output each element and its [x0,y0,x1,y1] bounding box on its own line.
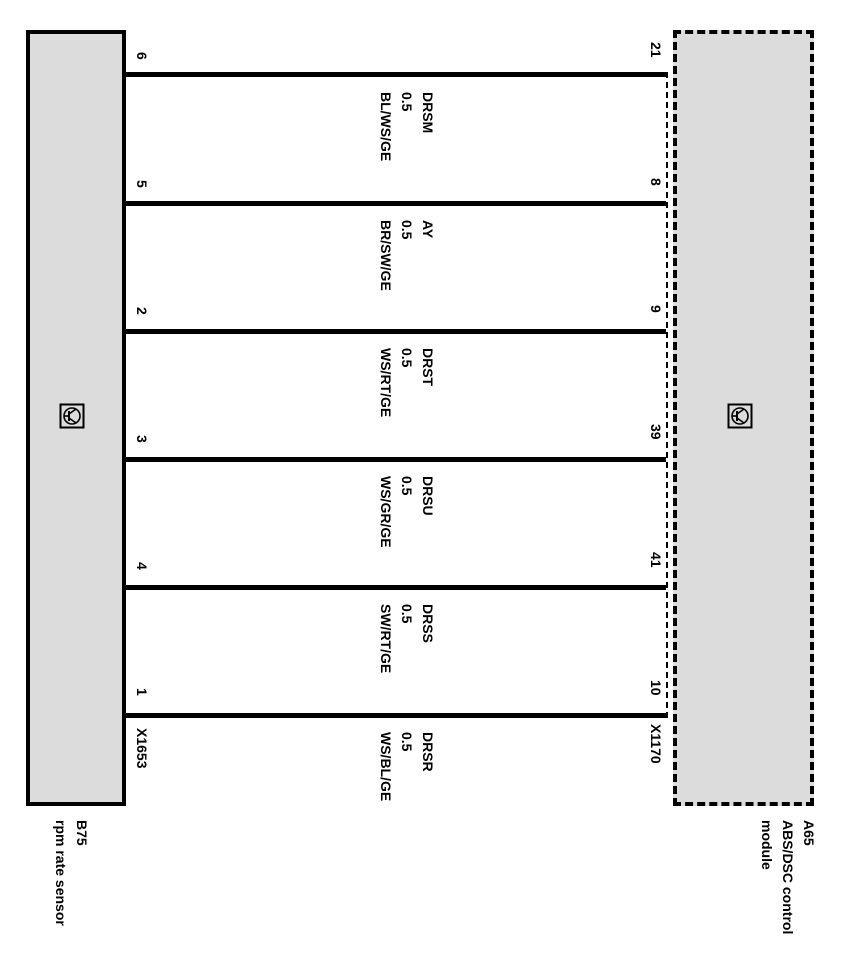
right-component-label: A65 ABS/DSC control module [759,820,817,935]
right-connector-label: X1170 [648,724,664,764]
left-connector-label: X1653 [134,728,150,769]
wire-drsr [126,713,666,718]
wire-label: AY 0.5 BR/SW/GE [378,220,436,291]
right-pin-label: 8 [648,178,664,186]
left-pin-label: 5 [134,180,150,188]
connector-x1653 [124,72,126,718]
right-pin-label: 41 [648,552,664,568]
wire-label: DRSM 0.5 BL/WS/GE [378,92,436,162]
wire-label: DRSU 0.5 WS/GR/GE [378,476,436,548]
transistor-icon [59,403,85,429]
left-component-label: B75 rpm rate sensor [53,820,90,926]
right-pin-label: 10 [648,680,664,696]
rpm-rate-sensor-box [26,30,126,806]
right-pin-label: 39 [648,424,664,440]
wire-drsu [126,457,666,462]
left-pin-label: 1 [134,688,150,696]
left-pin-label: 3 [134,435,150,443]
wire-label: DRST 0.5 WS/RT/GE [378,348,436,418]
left-pin-label: 6 [134,52,150,60]
wire-ay [126,201,666,206]
wire-label: DRSS 0.5 SW/RT/GE [378,604,436,674]
right-pin-label: 9 [648,305,664,313]
left-pin-label: 2 [134,307,150,315]
abs-dsc-module-box [673,30,814,806]
connector-x1170 [666,72,668,718]
wire-drss [126,585,666,590]
transistor-icon [727,403,753,429]
right-pin-label: 21 [648,42,664,58]
left-pin-label: 4 [134,562,150,570]
wire-label: DRSR 0.5 WS/BL/GE [378,732,436,802]
wire-drst [126,329,666,334]
wire-drsm [126,72,666,77]
